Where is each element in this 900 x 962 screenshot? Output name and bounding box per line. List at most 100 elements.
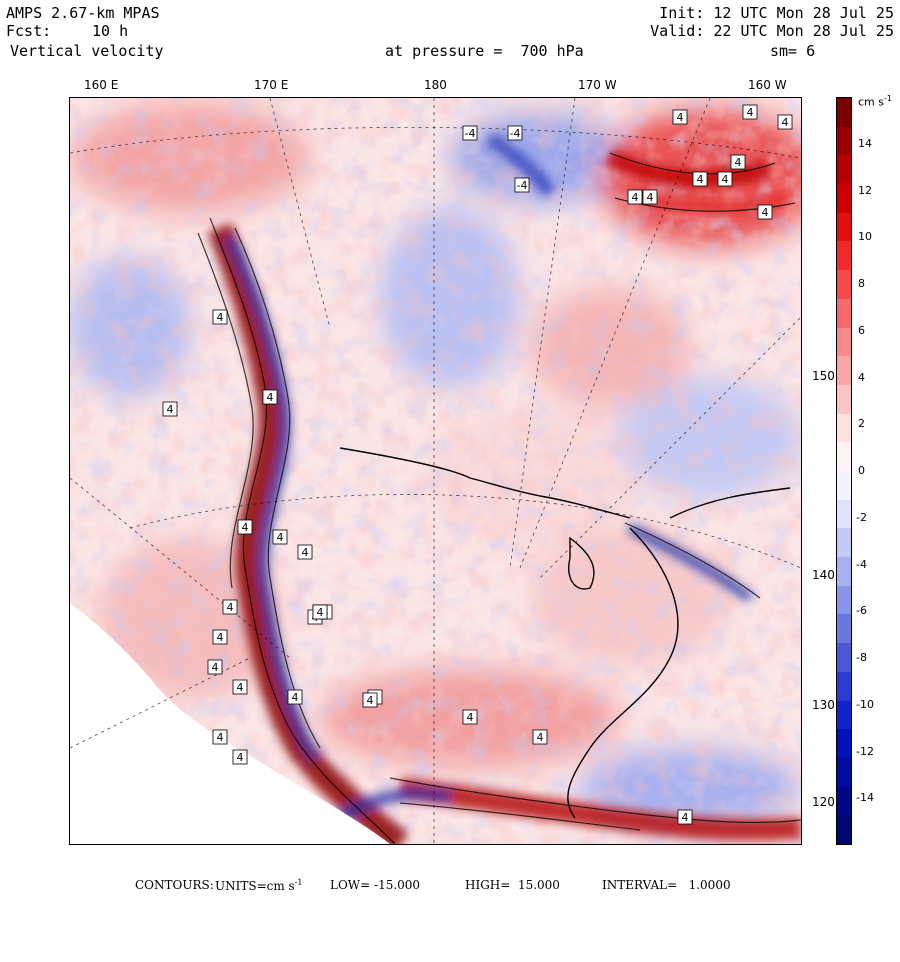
variable-name: Vertical velocity [10,42,164,60]
colorbar-tick-label: 12 [858,183,872,197]
colorbar-tick-label: 14 [858,136,872,150]
contour-label-box [312,604,328,620]
contour-label: -4 [517,179,528,192]
contour-label: 4 [762,206,769,219]
init-time: Init: 12 UTC Mon 28 Jul 25 [659,4,894,22]
valid-time: Valid: 22 UTC Mon 28 Jul 25 [650,22,894,40]
contour-label: 4 [267,391,274,404]
contour-label-box [287,689,303,705]
contour-label: 4 [237,751,244,764]
contour-label: 4 [367,694,374,707]
colorbar-band [837,729,851,759]
colorbar-tick-label: 6 [858,323,865,337]
contour-label: 4 [292,691,299,704]
contour-label: 4 [467,711,474,724]
contour-label: 4 [735,156,742,169]
colorbar-tick-label: -8 [856,651,867,664]
lon-label-180: 180 [424,78,447,92]
forecast-value: 10 h [92,22,129,40]
colorbar-band [837,126,851,156]
contour-label: 4 [537,731,544,744]
colorbar-band [837,528,851,558]
contour-label: -4 [465,127,476,140]
contour-label: 4 [747,106,754,119]
contour-label: 4 [212,661,219,674]
lon-label-170w: 170 W [578,78,617,92]
footer: CONTOURS: UNITS=cm s-1 LOW= -15.000 HIGH… [0,878,900,962]
colorbar-band [837,212,851,242]
contour-label: 4 [227,601,234,614]
lon-label-160w: 160 W [748,78,787,92]
colorbar-tick-label: -12 [856,744,874,758]
contour-label-box [742,104,758,120]
forecast-label: Fcst: [6,22,52,40]
contour-label-box [222,599,238,615]
colorbar-band [837,184,851,214]
contour-label-box [272,529,288,545]
colorbar-tick-label: -4 [856,557,867,571]
contour-label: 4 [682,811,689,824]
contour-label-box [362,692,378,708]
contour-label: 4 [722,173,729,186]
colorbar-band [837,557,851,587]
contour-label-box [207,659,223,675]
colorbar-band [837,643,851,673]
smoothing-value: sm= 6 [770,42,816,60]
contour-label: 4 [217,731,224,744]
lon-label-160e: 160 E [84,78,119,92]
colorbar-band [837,270,851,300]
colorbar-band [837,499,851,529]
contour-label-box [237,519,253,535]
contour-label: 4 [697,173,704,186]
contour-label-box [162,401,178,417]
contour-label: 4 [632,191,639,204]
colorbar-tick-label: 10 [858,230,872,244]
contour-label-box [532,729,548,745]
contour-label-box [212,309,228,325]
colorbar-tick-label: 2 [858,417,865,431]
pressure-level: at pressure = 700 hPa [385,42,584,60]
contour-label-box [627,189,643,205]
contour-label: 4 [277,531,284,544]
contour-label-box [777,114,793,130]
colorbar-band [837,585,851,615]
contour-label: 4 [217,631,224,644]
colorbar-band [837,356,851,386]
footer-contours: CONTOURS: [135,878,214,892]
contour-label: 4 [217,311,224,324]
colorbar-band [837,471,851,501]
contour-label: 4 [167,403,174,416]
colorbar-band [837,700,851,730]
footer-low: LOW= -15.000 [330,878,421,892]
footer-units: UNITS=cm s-1 [215,878,303,893]
colorbar-band [837,442,851,472]
colorbar-tick-label: -2 [856,510,867,524]
contour-label: 4 [237,681,244,694]
colorbar-tick-label: -10 [856,697,874,711]
colorbar-band [837,815,851,844]
contour-label-box [212,729,228,745]
contour-label-box [507,125,523,141]
contour-label: 4 [302,546,309,559]
contour-label: -4 [510,127,521,140]
contour-label-box [212,629,228,645]
colorbar-band [837,155,851,185]
footer-high: HIGH= 15.000 [465,878,560,892]
contour-label: 4 [782,116,789,129]
contour-label-box [642,189,658,205]
contour-label: 4 [317,606,324,619]
colorbar-units: cm s-1 [858,94,892,109]
colorbar-band [837,786,851,816]
contour-label: 4 [647,191,654,204]
contour-label-box [262,389,278,405]
contour-label-box [462,709,478,725]
footer-interval: INTERVAL= 1.0000 [602,878,731,892]
contour-label-box [692,171,708,187]
colorbar-tick-label: 4 [858,370,865,384]
contour-label-box [232,749,248,765]
lon-label-170e: 170 E [254,78,289,92]
contour-label: 4 [242,521,249,534]
contour-label-box [757,204,773,220]
colorbar-band [837,298,851,329]
colorbar-band [837,327,851,357]
